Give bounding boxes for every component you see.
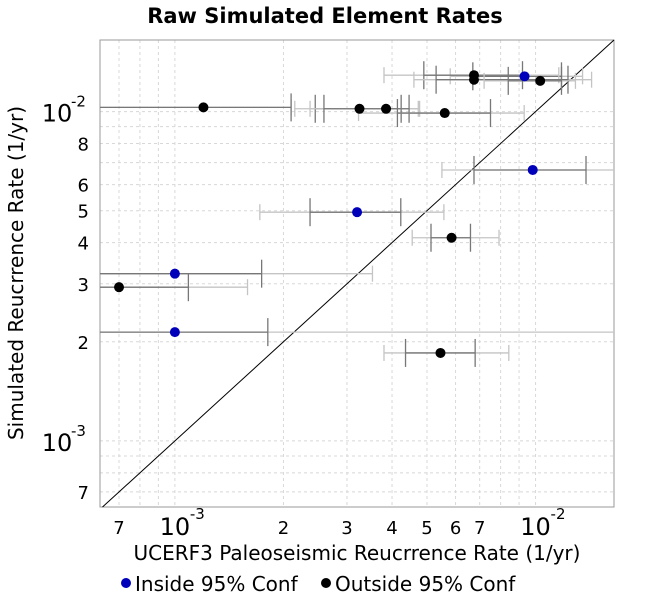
legend: Inside 95% Conf Outside 95% Conf: [121, 572, 516, 596]
legend-marker: [321, 578, 331, 588]
x-tick-label: 7: [113, 518, 124, 539]
y-tick-label: 4: [78, 234, 89, 255]
legend-label: Inside 95% Conf: [135, 572, 299, 596]
y-tick-label: 10: [42, 429, 73, 457]
y-tick-label: 10: [42, 100, 73, 128]
x-tick-label: 4: [386, 518, 397, 539]
data-point: [468, 74, 479, 85]
x-axis-ticks: 7 10 -32 3 4 5 6 7 10 -2: [113, 505, 565, 541]
data-point: [439, 108, 450, 119]
data-point: [114, 282, 125, 293]
y-axis-label: Simulated Reucrrence Rate (1/yr): [4, 106, 28, 440]
y-tick-label: 3: [78, 275, 89, 296]
x-tick-label: 6: [450, 518, 461, 539]
y-tick-label: 2: [78, 333, 89, 354]
x-tick-label: 3: [341, 518, 352, 539]
data-point: [527, 164, 538, 175]
data-point: [169, 268, 180, 279]
x-tick-label: 7: [474, 518, 485, 539]
data-point: [354, 103, 365, 114]
x-tick-label: 2: [278, 518, 289, 539]
y-tick-label: 8: [78, 135, 89, 156]
data-point: [169, 327, 180, 338]
x-tick-exponent: -3: [190, 505, 205, 523]
y-tick-exponent: -2: [71, 93, 86, 111]
data-point: [198, 102, 209, 113]
x-tick-label: 10: [160, 513, 191, 541]
x-tick-exponent: -2: [551, 505, 566, 523]
data-point: [381, 103, 392, 114]
data-point: [446, 232, 457, 243]
data-points: [114, 70, 546, 358]
y-tick-label: 5: [78, 202, 89, 223]
legend-marker: [121, 578, 131, 588]
y-tick-label: 7: [78, 483, 89, 504]
data-point: [435, 347, 446, 358]
data-point: [352, 207, 363, 218]
data-point: [519, 71, 530, 82]
y-tick-exponent: -3: [71, 422, 86, 440]
grid: [100, 40, 614, 507]
chart-title: Raw Simulated Element Rates: [147, 4, 503, 28]
data-point: [535, 75, 546, 86]
y-tick-label: 6: [78, 176, 89, 197]
x-tick-label: 10: [520, 513, 551, 541]
legend-label: Outside 95% Conf: [335, 572, 516, 596]
x-tick-label: 5: [421, 518, 432, 539]
x-axis-label: UCERF3 Paleoseismic Reucrrence Rate (1/y…: [134, 541, 581, 565]
